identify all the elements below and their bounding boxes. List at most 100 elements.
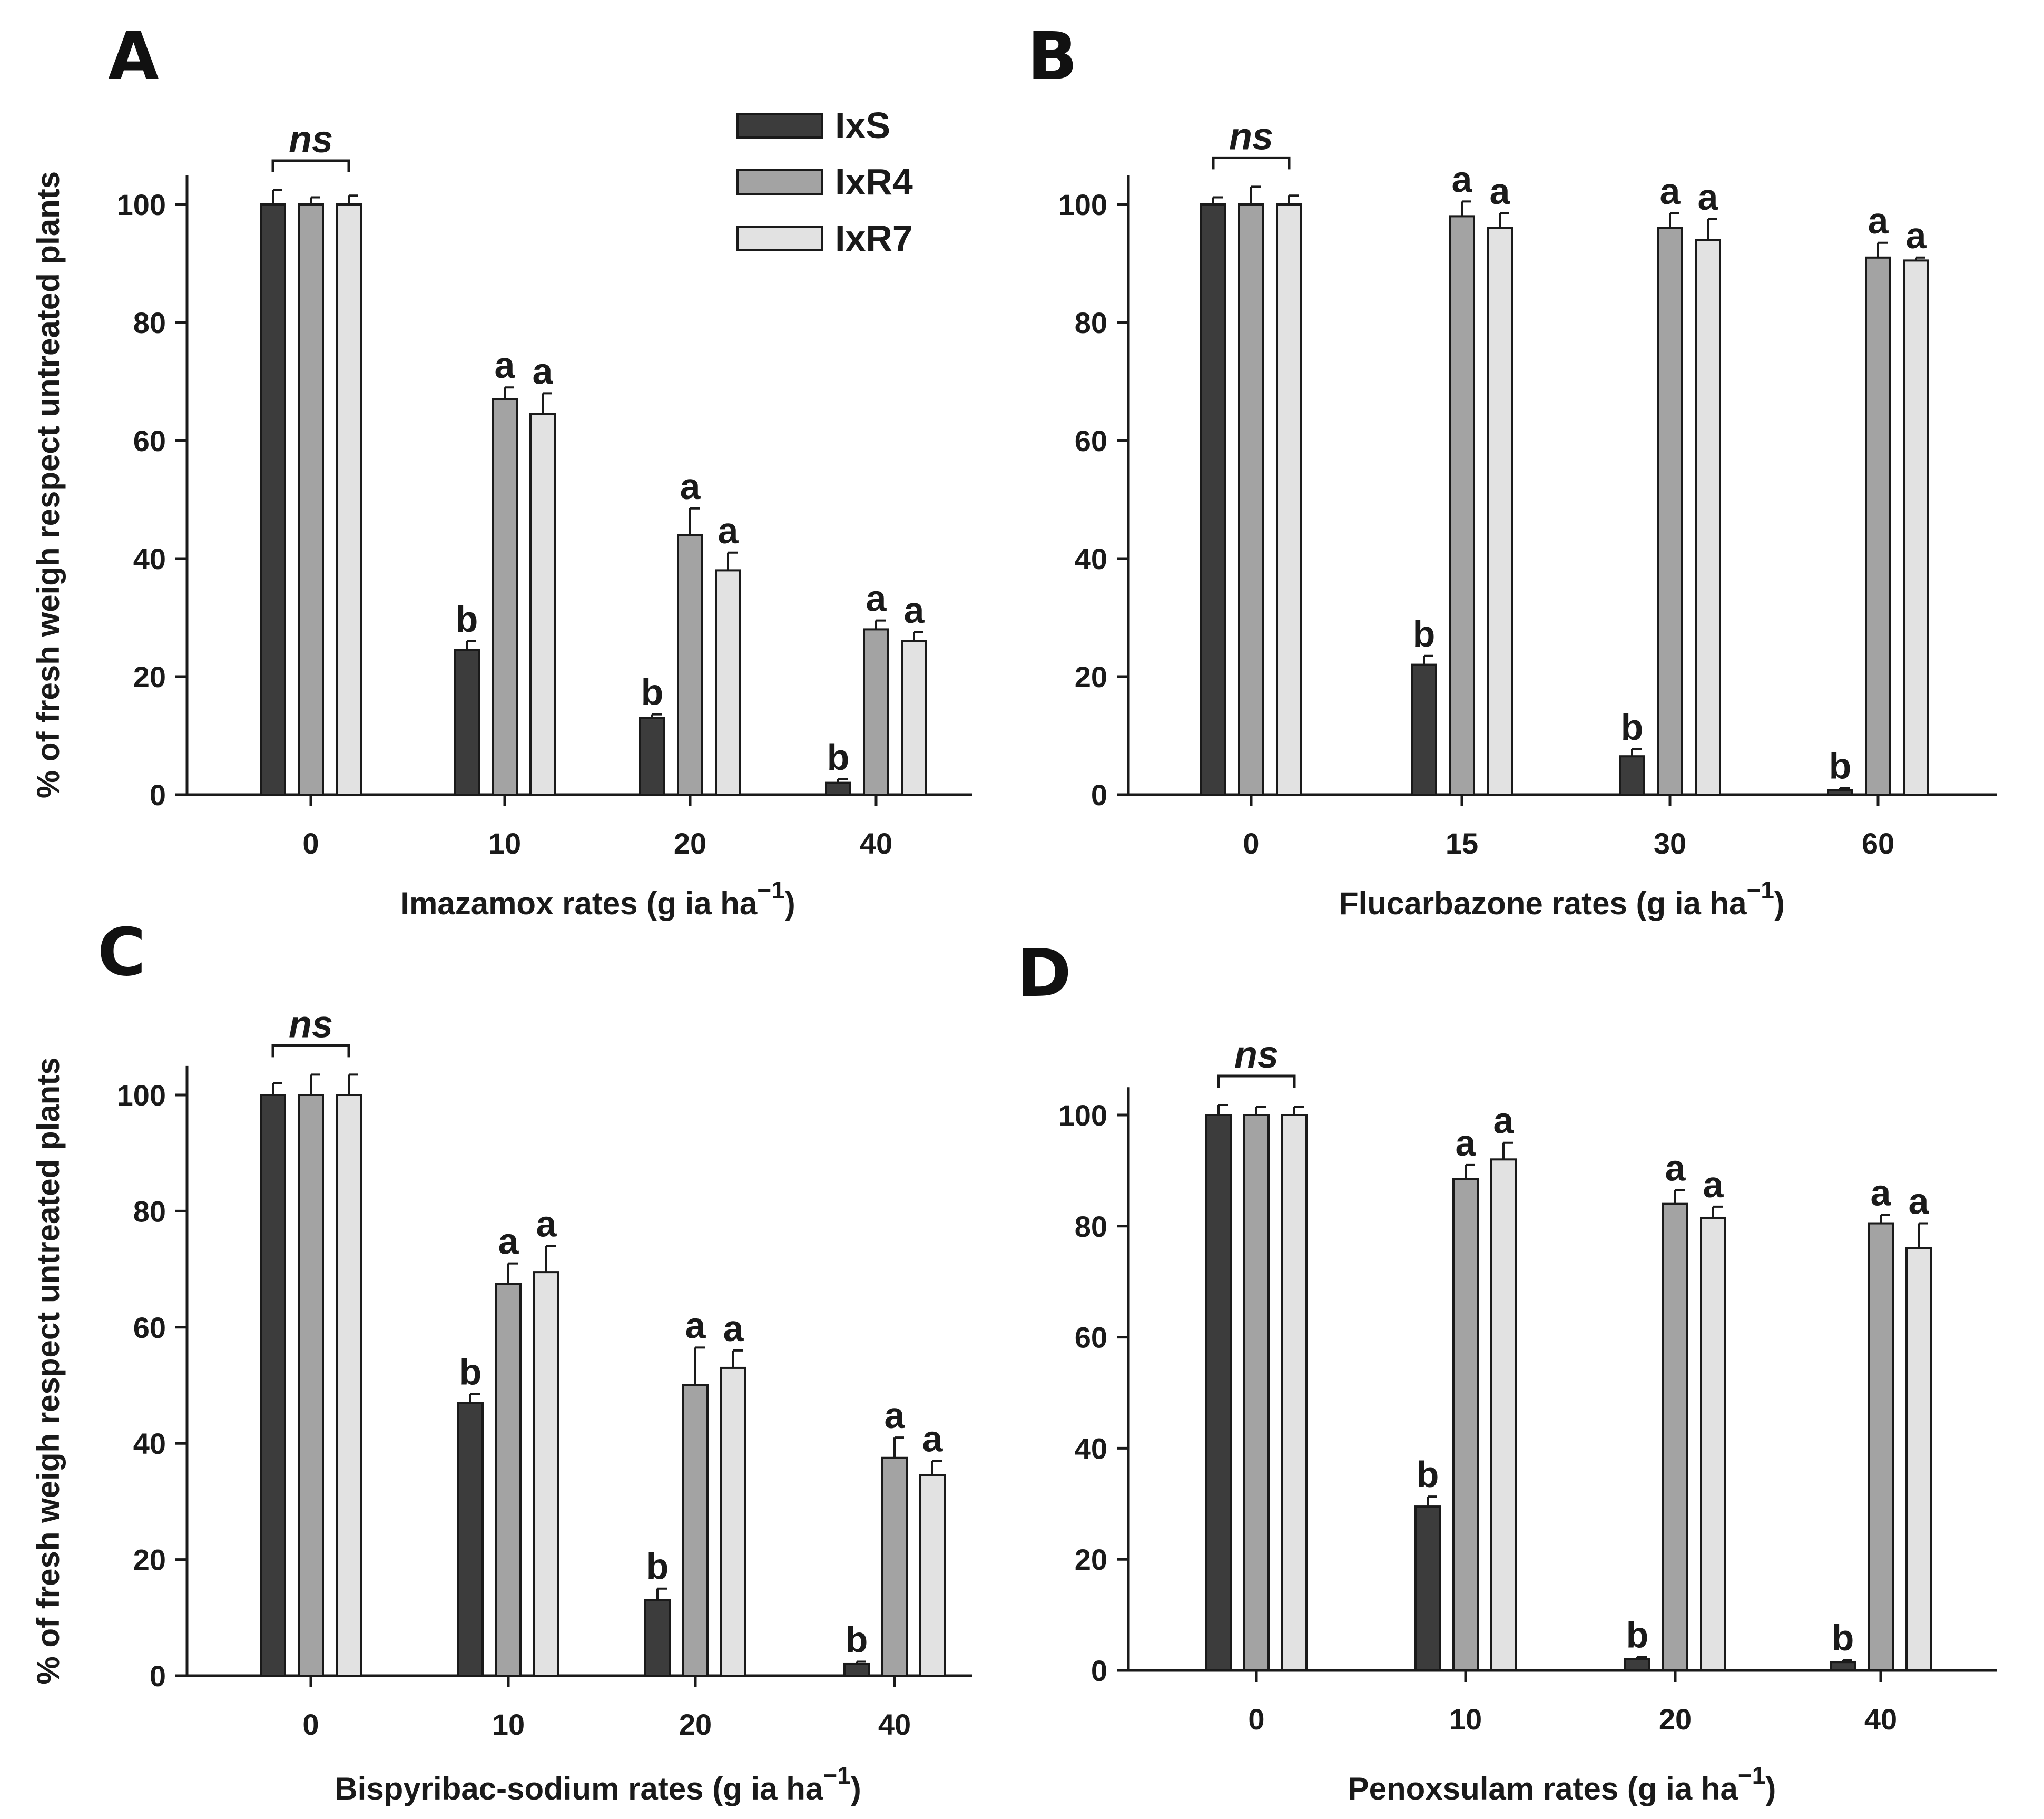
- legend: IxS IxR4 IxR7: [736, 105, 913, 259]
- y-tick-label: 40: [1075, 1432, 1107, 1465]
- bar-ixr7: [533, 1271, 559, 1677]
- bar-ixr4: [1865, 256, 1891, 796]
- ns-label: ns: [1234, 1034, 1279, 1076]
- legend-entry: IxR4: [835, 161, 913, 202]
- significance-letter: b: [1621, 707, 1644, 748]
- bar-ixs: [457, 1402, 484, 1677]
- panel-letter: D: [1017, 935, 1072, 1012]
- y-tick-label: 60: [133, 424, 166, 457]
- bar-ixr4: [682, 1384, 709, 1677]
- bar-ixs: [1411, 663, 1437, 796]
- bar-ixr4: [1238, 203, 1264, 796]
- x-tick-label: 20: [1659, 1703, 1692, 1736]
- x-axis-label-close: ): [1774, 886, 1785, 921]
- x-axis-label-superscript: −1: [757, 876, 784, 904]
- y-tick-label: 40: [133, 542, 166, 575]
- x-tick-label: 30: [1654, 827, 1686, 860]
- ns-bracket: [271, 159, 350, 172]
- x-tick-label: 40: [860, 827, 892, 860]
- significance-letter: a: [904, 590, 925, 631]
- bar-ixs: [1200, 203, 1226, 796]
- x-tick-label: 40: [1864, 1703, 1897, 1736]
- y-tick-label: 0: [1091, 1654, 1107, 1687]
- bar-ixr7: [715, 569, 741, 796]
- bar-ixr4: [881, 1456, 908, 1677]
- significance-letter: a: [1868, 200, 1889, 241]
- significance-letter: a: [1660, 171, 1681, 212]
- significance-letter: b: [641, 672, 664, 713]
- x-axis-label-close: ): [1765, 1771, 1776, 1806]
- panel-letter: C: [97, 914, 146, 991]
- x-tick-label: 60: [1862, 827, 1894, 860]
- bar-ixs: [1414, 1505, 1441, 1672]
- y-tick-label: 20: [133, 1543, 166, 1577]
- significance-letter: b: [846, 1619, 868, 1660]
- bar-ixr7: [1490, 1158, 1517, 1672]
- significance-letter: a: [536, 1204, 557, 1245]
- significance-letter: b: [456, 599, 478, 640]
- x-axis-label-superscript: −1: [1738, 1762, 1765, 1789]
- significance-letter: a: [718, 510, 739, 551]
- ns-bracket: [1212, 156, 1291, 170]
- x-tick-label: 0: [302, 827, 319, 860]
- y-tick-label: 20: [133, 660, 166, 693]
- bar-ixs: [1827, 789, 1853, 796]
- x-axis-label-superscript: −1: [823, 1762, 850, 1789]
- significance-letter: a: [922, 1418, 944, 1459]
- ns-label: ns: [289, 1003, 333, 1045]
- x-tick-label: 20: [679, 1708, 712, 1741]
- bar-ixr4: [863, 628, 889, 796]
- legend-entry: IxS: [835, 105, 890, 146]
- bar-ixr4: [677, 534, 703, 796]
- x-axis-label-text: Flucarbazone rates (g ia ha: [1339, 886, 1747, 921]
- y-tick-label: 40: [1075, 542, 1107, 575]
- y-tick-label: 20: [1075, 660, 1107, 693]
- bar-ixs: [260, 203, 286, 796]
- y-tick-label: 0: [1091, 778, 1107, 811]
- significance-letter: a: [1490, 171, 1511, 212]
- x-tick-label: 10: [488, 827, 521, 860]
- y-tick-label: 0: [150, 778, 166, 811]
- significance-letter: b: [827, 737, 850, 778]
- bar-ixs: [454, 649, 480, 796]
- bar-ixr7: [720, 1366, 746, 1677]
- bar-ixs: [639, 717, 665, 796]
- significance-letter: b: [1626, 1615, 1649, 1656]
- bar-ixs: [843, 1662, 870, 1677]
- significance-letter: a: [723, 1308, 744, 1349]
- y-tick-label: 20: [1075, 1543, 1107, 1576]
- significance-letter: a: [1909, 1181, 1930, 1222]
- y-tick-label: 60: [133, 1311, 166, 1344]
- bar-ixr7: [336, 1094, 362, 1677]
- significance-letter: a: [1698, 177, 1719, 218]
- significance-letter: b: [1417, 1454, 1439, 1495]
- panel-letter: B: [1027, 18, 1077, 95]
- significance-letter: b: [1413, 613, 1436, 654]
- significance-letter: b: [459, 1352, 482, 1393]
- y-tick-label: 60: [1075, 1321, 1107, 1354]
- x-axis-label-superscript: −1: [1747, 876, 1774, 904]
- significance-letter: b: [1832, 1617, 1854, 1658]
- bar-ixr4: [1662, 1202, 1688, 1671]
- y-tick-label: 60: [1075, 424, 1107, 457]
- significance-letter: a: [866, 578, 887, 619]
- y-tick-label: 100: [1058, 1099, 1107, 1132]
- legend-swatch: [736, 113, 823, 139]
- significance-letter: b: [1829, 746, 1852, 787]
- x-axis-label: Bispyribac-sodium rates (g ia ha−1): [335, 1762, 861, 1806]
- x-tick-label: 0: [1248, 1703, 1264, 1736]
- x-tick-label: 0: [1243, 827, 1259, 860]
- bar-ixr4: [1452, 1178, 1479, 1671]
- bar-ixs: [260, 1094, 286, 1677]
- bar-ixr7: [1281, 1114, 1308, 1671]
- y-tick-label: 40: [133, 1427, 166, 1460]
- bar-ixr4: [1868, 1222, 1894, 1671]
- bar-ixr7: [336, 203, 362, 796]
- significance-letter: a: [1906, 215, 1927, 256]
- x-tick-label: 20: [674, 827, 706, 860]
- bar-ixr7: [919, 1474, 946, 1677]
- y-tick-label: 100: [117, 1079, 166, 1112]
- bar-ixr4: [492, 398, 518, 796]
